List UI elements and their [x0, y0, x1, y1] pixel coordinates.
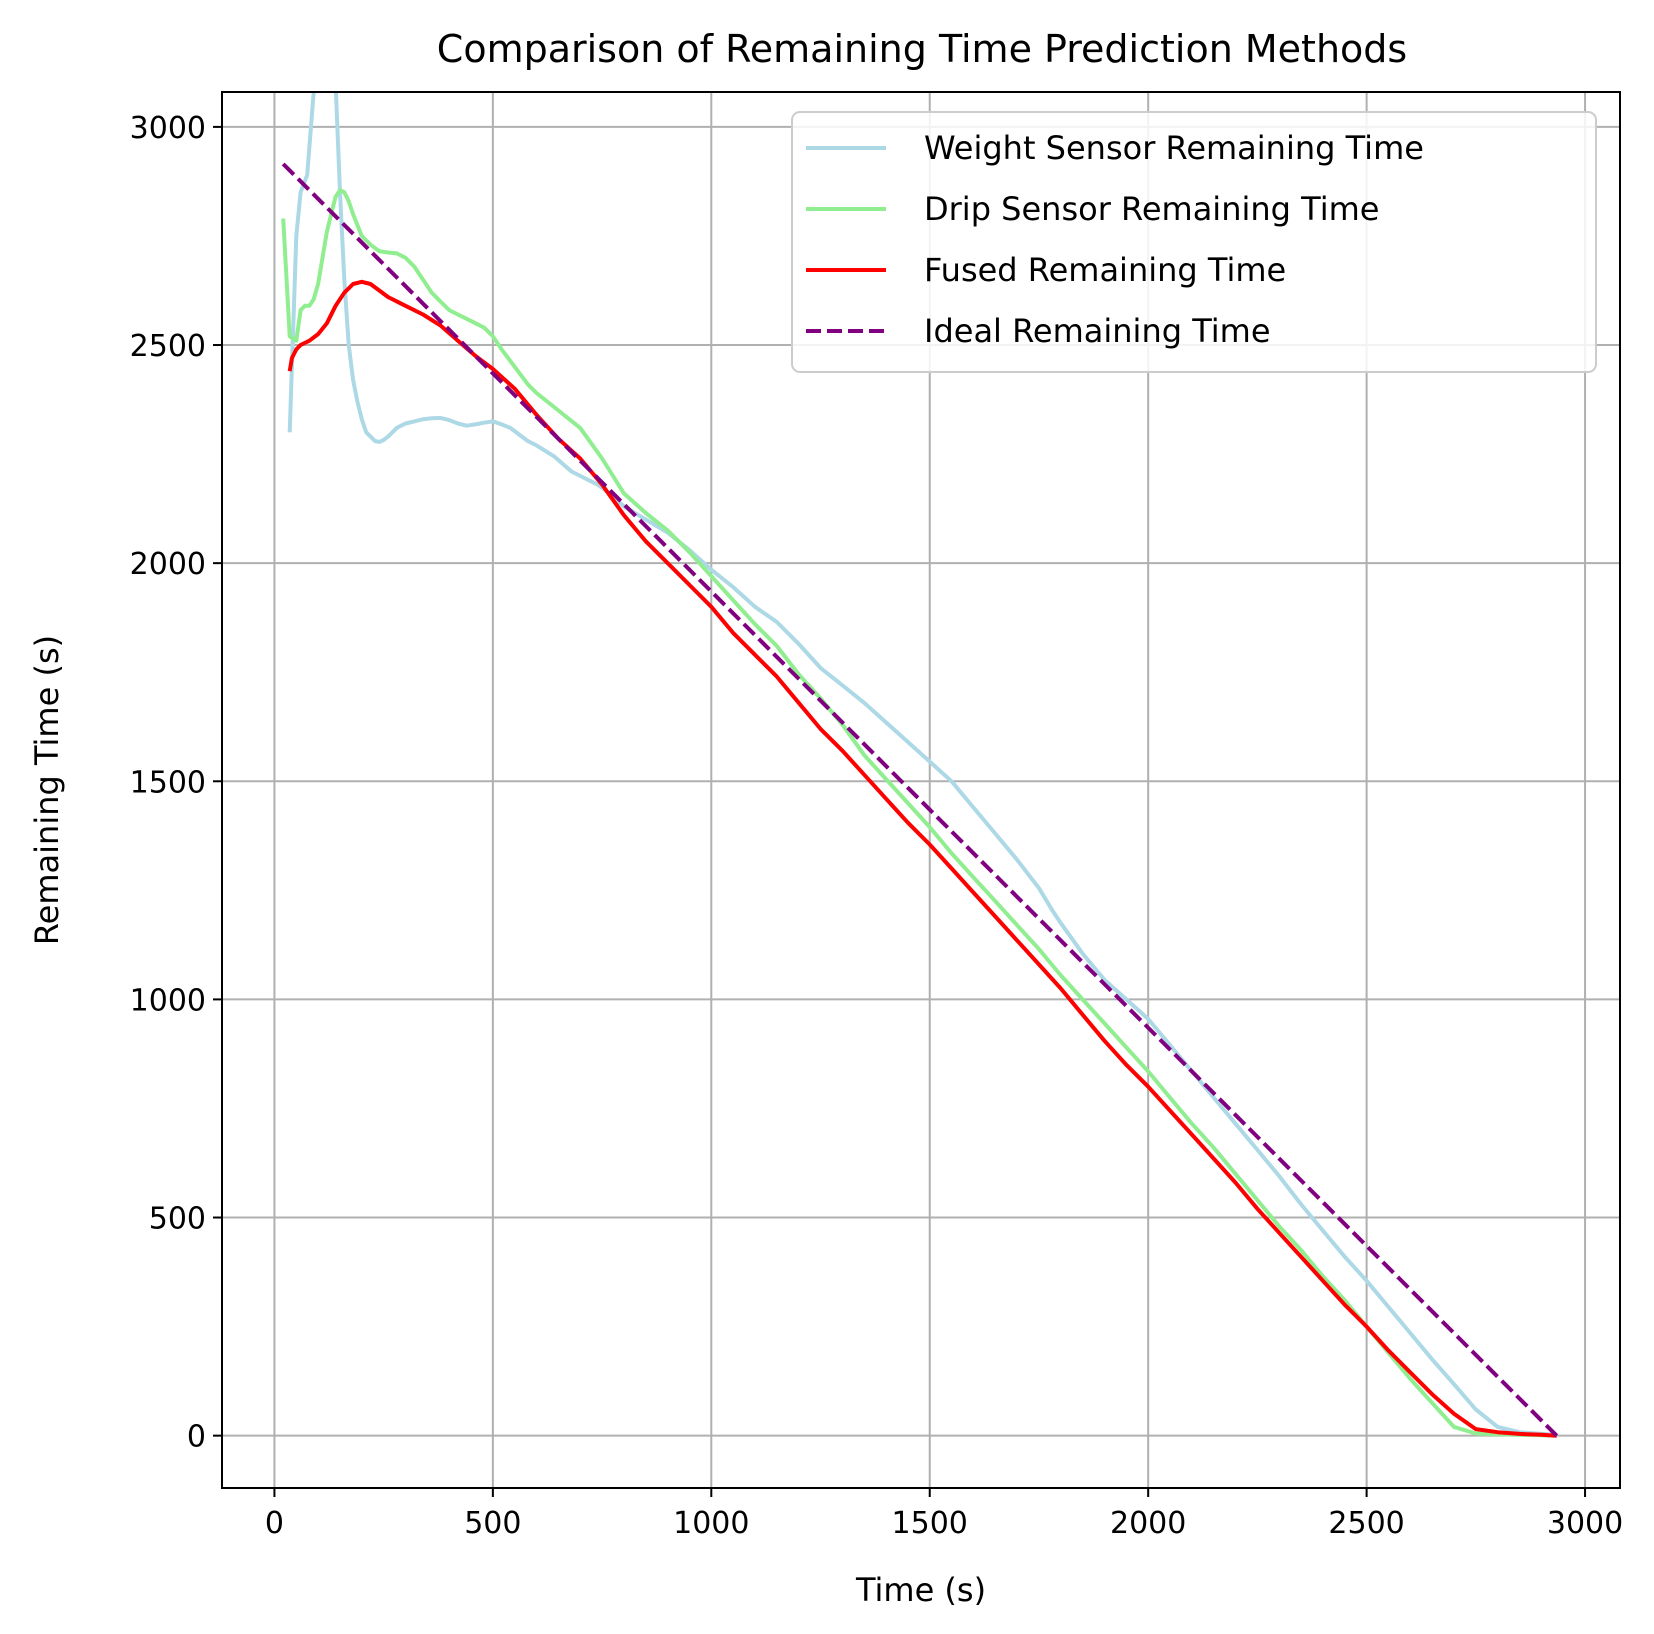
x-tick-label: 2500 [1328, 1506, 1404, 1541]
series-line-drip-sensor-remaining-time [281, 188, 1557, 1438]
y-tick-label: 1000 [130, 983, 206, 1018]
series-layer [281, 92, 1559, 1438]
series-line-weight-sensor-remaining-time [287, 92, 1557, 1437]
legend-label: Ideal Remaining Time [924, 312, 1271, 350]
x-axis-label: Time (s) [855, 1571, 986, 1609]
y-tick-label: 0 [187, 1420, 206, 1455]
y-tick-label: 2500 [130, 329, 206, 364]
legend-items: Weight Sensor Remaining Time Drip Sensor … [806, 129, 1424, 350]
y-tick-label: 2000 [130, 547, 206, 582]
y-tick-label: 3000 [130, 111, 206, 146]
x-tick-label: 3000 [1547, 1506, 1623, 1541]
y-axis-label: Remaining Time (s) [28, 635, 66, 945]
series-line-ideal-remaining-time [281, 162, 1559, 1438]
y-tick-label: 1500 [130, 765, 206, 800]
x-axis-ticks: 0 500 1000 1500 2000 2500 3000 [265, 1488, 1623, 1541]
x-tick-label: 2000 [1110, 1506, 1186, 1541]
series-line-fused-remaining-time [287, 279, 1557, 1438]
legend-label: Weight Sensor Remaining Time [924, 129, 1424, 167]
chart-title: Comparison of Remaining Time Prediction … [437, 27, 1407, 71]
plot-frame [221, 91, 1621, 1489]
x-tick-label: 1000 [673, 1506, 749, 1541]
legend-label: Fused Remaining Time [924, 251, 1286, 289]
legend-label: Drip Sensor Remaining Time [924, 190, 1379, 228]
x-tick-label: 0 [265, 1506, 284, 1541]
x-tick-label: 500 [464, 1506, 521, 1541]
x-tick-label: 1500 [892, 1506, 968, 1541]
y-axis-ticks: 0 500 1000 1500 2000 2500 3000 [130, 111, 222, 1455]
legend: Weight Sensor Remaining Time Drip Sensor … [791, 111, 1597, 373]
y-tick-label: 500 [149, 1202, 206, 1237]
legend-box [791, 111, 1597, 373]
